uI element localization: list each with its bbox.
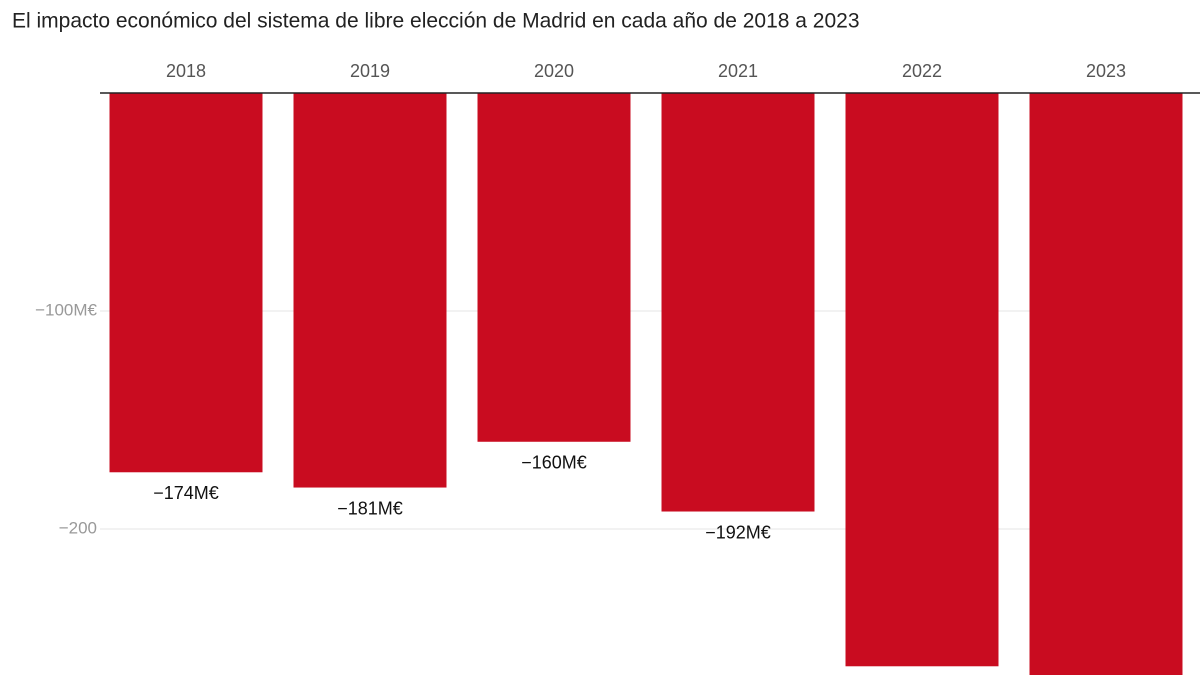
x-tick-label: 2020: [534, 61, 574, 81]
bar: [1029, 93, 1183, 675]
bar: [477, 93, 631, 442]
y-tick-label: −100M€: [35, 300, 97, 319]
bar: [293, 93, 447, 488]
y-tick-label: −200: [59, 518, 97, 537]
data-label: −192M€: [705, 522, 771, 542]
x-tick-label: 2023: [1086, 61, 1126, 81]
chart-title: El impacto económico del sistema de libr…: [12, 10, 860, 33]
data-label: −174M€: [153, 483, 219, 503]
data-label: −181M€: [337, 498, 403, 518]
x-tick-label: 2021: [718, 61, 758, 81]
bar: [109, 93, 263, 473]
x-tick-label: 2022: [902, 61, 942, 81]
x-tick-label: 2018: [166, 61, 206, 81]
x-tick-label: 2019: [350, 61, 390, 81]
bar: [661, 93, 815, 512]
data-label: −160M€: [521, 453, 587, 473]
bar: [845, 93, 999, 667]
